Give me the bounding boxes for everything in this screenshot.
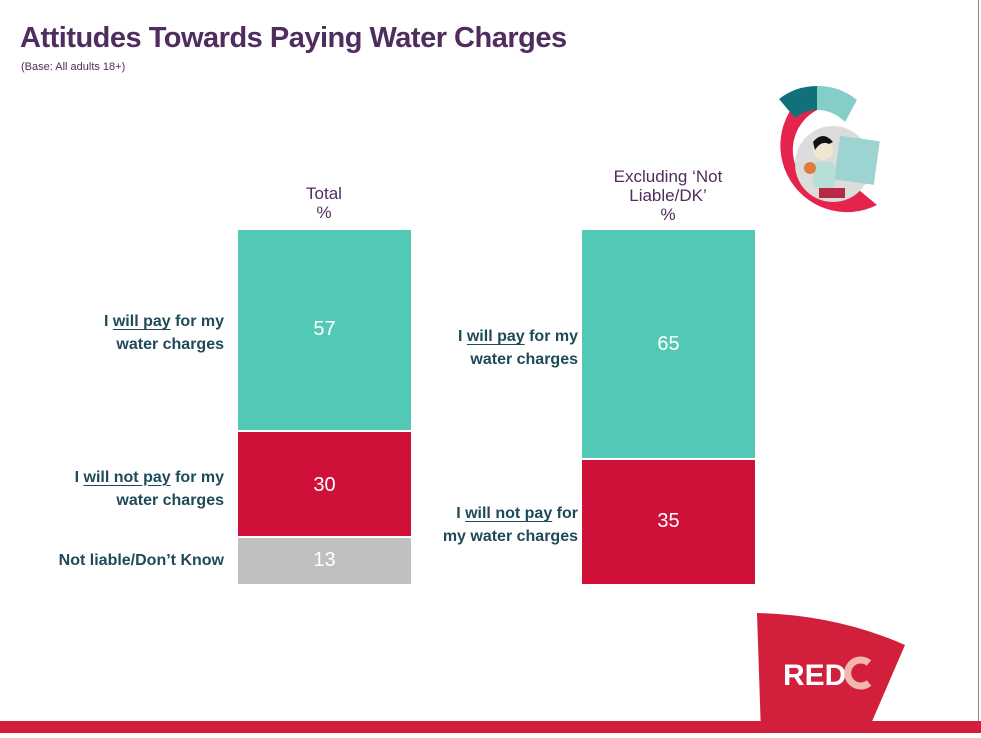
svg-text:RED: RED [783, 659, 846, 692]
data-label: 13 [313, 548, 336, 571]
label-text: will pay [466, 328, 525, 346]
label-text: will not pay [83, 468, 171, 486]
label-text: my water charges [442, 528, 578, 546]
category-label: I will not pay for my water charges [4, 466, 224, 512]
column-header-line: % [660, 205, 676, 224]
column-header: Excluding ‘Not Liable/DK’% [568, 167, 768, 224]
column-header-line: Excluding ‘Not [613, 167, 723, 186]
data-label: 35 [657, 510, 680, 533]
slide-border [978, 0, 979, 733]
data-label: 57 [313, 318, 336, 340]
label-text: I [103, 313, 113, 330]
label-text: Not liable/Don’t Know [58, 552, 224, 570]
bar-segment: 35 [582, 460, 755, 584]
page-subtitle: (Base: All adults 18+) [21, 61, 126, 73]
label-text: for my [170, 313, 224, 330]
data-label: 30 [313, 473, 336, 496]
label-text: I [457, 328, 467, 346]
label-text: for [552, 505, 578, 523]
data-label: 65 [657, 333, 680, 356]
footer-band [0, 721, 981, 733]
category-label: I will pay for my water charges [358, 325, 578, 371]
label-text: I [456, 505, 466, 523]
category-label: I will pay for my water charges [4, 310, 224, 356]
column-header-line: Liable/DK’ [629, 186, 707, 205]
category-label: I will not pay for my water charges [358, 502, 578, 548]
redc-logo: RED [757, 613, 907, 733]
label-text: will pay [112, 313, 171, 330]
label-text: water charges [470, 351, 578, 369]
label-text: I [74, 468, 84, 486]
column-header-line: % [316, 203, 332, 222]
stacked-bar: 65 35 [582, 230, 755, 584]
page-title: Attitudes Towards Paying Water Charges [20, 22, 567, 54]
column-header: Total% [224, 184, 424, 222]
label-text: for my [170, 468, 224, 486]
bar-segment: 30 [238, 431, 411, 536]
label-text: water charges [116, 491, 224, 509]
stacked-bar: 57 30 13 [238, 230, 411, 584]
traveller-illustration-icon [779, 85, 880, 213]
label-text: water charges [116, 336, 224, 353]
label-text: for my [524, 328, 578, 346]
label-text: will not pay [465, 505, 553, 523]
bar-segment: 57 [238, 230, 411, 430]
bar-segment: 13 [238, 537, 411, 584]
bar-segment: 65 [582, 230, 755, 459]
column-header-line: Total [306, 184, 342, 203]
category-label: Not liable/Don’t Know [4, 549, 224, 572]
